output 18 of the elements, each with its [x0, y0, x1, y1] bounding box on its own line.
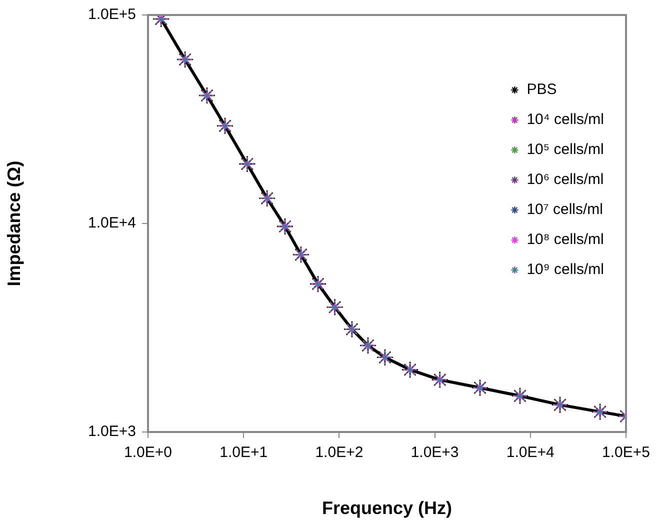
x-tick-label: 1.0E+0: [124, 444, 172, 462]
x-tick-label: 1.0E+5: [602, 444, 650, 462]
legend-label: 10⁴ cells/ml: [526, 111, 604, 128]
x-axis-title: Frequency (Hz): [322, 498, 452, 518]
x-tick-label: 1.0E+2: [315, 444, 364, 462]
x-tick-label: 1.0E+1: [220, 444, 268, 462]
legend-label: 10⁵ cells/ml: [526, 141, 604, 158]
x-tick-label: 1.0E+4: [506, 444, 554, 462]
legend-label: 10⁶ cells/ml: [526, 171, 604, 188]
x-tick-label: 1.0E+3: [410, 444, 459, 462]
y-axis-title: Impedance (Ω): [4, 160, 24, 286]
y-tick-label: 1.0E+4: [88, 214, 136, 232]
legend-label: 10⁸ cells/ml: [526, 231, 604, 248]
y-tick-label: 1.0E+3: [88, 423, 136, 440]
legend-label: 10⁷ cells/ml: [526, 201, 603, 218]
legend-label: PBS: [526, 81, 557, 98]
legend-label: 10⁹ cells/ml: [526, 261, 604, 278]
y-tick-label: 1.0E+5: [88, 6, 136, 24]
